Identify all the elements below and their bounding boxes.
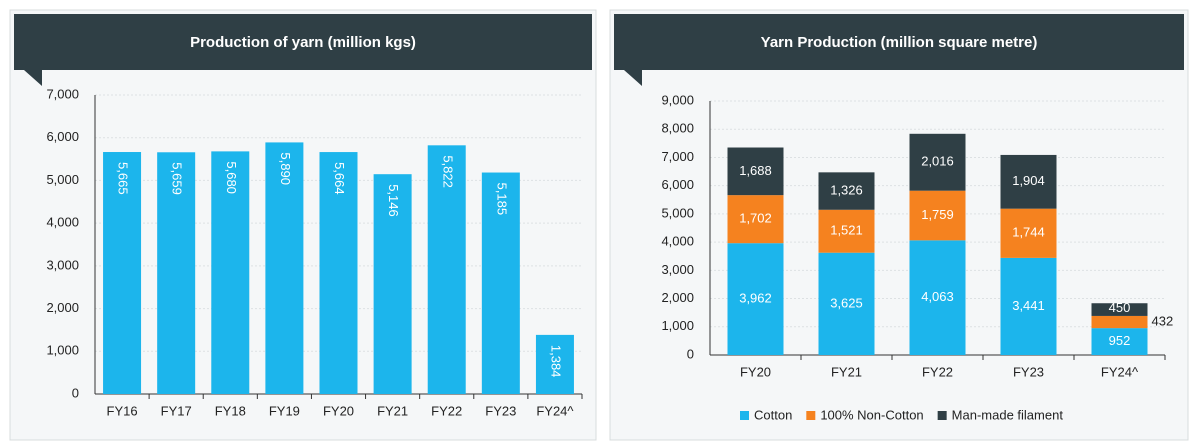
x-tick-label: FY23 (1013, 364, 1044, 379)
data-label: 432 (1152, 313, 1174, 328)
y-tick-label: 4,000 (661, 234, 694, 249)
bar-segment (909, 240, 966, 355)
data-label: 5,822 (440, 155, 455, 188)
y-tick-label: 1,000 (46, 343, 79, 358)
data-label: 5,665 (116, 162, 131, 195)
x-tick-label: FY24^ (1101, 364, 1139, 379)
data-label: 1,904 (1012, 173, 1045, 188)
bar (373, 174, 412, 394)
data-label: 952 (1109, 333, 1131, 348)
legend-swatch (937, 411, 947, 420)
bar (319, 152, 358, 394)
bar-segment (818, 252, 875, 355)
legend-label: Man-made filament (952, 407, 1064, 422)
x-tick-label: FY24^ (536, 403, 574, 418)
y-tick-label: 2,000 (46, 300, 79, 315)
panel-header (14, 14, 592, 70)
legend-swatch (740, 411, 749, 420)
x-tick-label: FY21 (377, 403, 408, 418)
data-label: 5,890 (278, 152, 293, 185)
bar-segment (1091, 328, 1148, 355)
bar (481, 172, 520, 394)
header-fold (24, 70, 42, 86)
data-label: 5,146 (386, 184, 401, 217)
data-label: 5,680 (224, 161, 239, 194)
bar (535, 334, 574, 394)
bar-segment (909, 190, 966, 241)
bar (157, 152, 196, 394)
x-tick-label: FY22 (431, 403, 462, 418)
x-tick-label: FY23 (485, 403, 516, 418)
y-tick-label: 6,000 (46, 129, 79, 144)
x-tick-label: FY19 (269, 403, 300, 418)
y-tick-label: 0 (72, 385, 79, 400)
y-tick-label: 7,000 (661, 149, 694, 164)
chart-title: Yarn Production (million square metre) (761, 34, 1038, 51)
data-label: 1,688 (739, 163, 772, 178)
header-fold (624, 70, 642, 86)
y-tick-label: 9,000 (661, 92, 694, 107)
legend-label: Cotton (754, 407, 792, 422)
bar (265, 142, 304, 394)
bar (211, 151, 250, 394)
bar-segment (1000, 208, 1057, 258)
data-label: 1,384 (549, 345, 564, 378)
data-label: 2,016 (921, 154, 954, 169)
y-tick-label: 6,000 (661, 177, 694, 192)
data-label: 5,185 (494, 183, 509, 216)
data-label: 3,962 (739, 291, 772, 306)
data-label: 1,759 (921, 207, 954, 222)
bar-segment (1091, 303, 1148, 316)
y-tick-label: 3,000 (661, 262, 694, 277)
bar-segment (818, 209, 875, 253)
bar-segment (727, 147, 784, 196)
bar-segment (727, 243, 784, 355)
y-tick-label: 5,000 (46, 172, 79, 187)
data-label: 1,521 (830, 223, 863, 238)
data-label: 5,664 (332, 162, 347, 195)
data-label: 4,063 (921, 289, 954, 304)
x-tick-label: FY21 (831, 364, 862, 379)
bar-segment (1000, 257, 1057, 355)
x-tick-label: FY16 (107, 403, 138, 418)
x-tick-label: FY17 (161, 403, 192, 418)
bar-segment (818, 172, 875, 210)
bar-segment (1000, 154, 1057, 209)
x-tick-label: FY22 (922, 364, 953, 379)
x-tick-label: FY20 (740, 364, 771, 379)
panel (609, 9, 1189, 441)
bar-segment (909, 133, 966, 191)
y-tick-label: 5,000 (661, 205, 694, 220)
x-tick-label: FY18 (215, 403, 246, 418)
y-tick-label: 7,000 (46, 86, 79, 101)
y-tick-label: 0 (687, 346, 694, 361)
y-tick-label: 1,000 (661, 318, 694, 333)
y-tick-label: 4,000 (46, 215, 79, 230)
bar (427, 145, 466, 394)
bar (103, 152, 142, 394)
data-label: 3,441 (1012, 298, 1045, 313)
bar-segment (1091, 315, 1148, 329)
y-tick-label: 2,000 (661, 290, 694, 305)
bar-segment (727, 195, 784, 244)
data-label: 450 (1109, 300, 1131, 315)
data-label: 3,625 (830, 295, 863, 310)
data-label: 5,659 (170, 162, 185, 195)
y-tick-label: 3,000 (46, 257, 79, 272)
legend-swatch (806, 411, 816, 420)
panel-header (614, 14, 1184, 70)
data-label: 1,702 (739, 211, 772, 226)
x-tick-label: FY20 (323, 403, 354, 418)
y-tick-label: 8,000 (661, 121, 694, 136)
chart-title: Production of yarn (million kgs) (190, 34, 416, 51)
legend-label: 100% Non-Cotton (820, 407, 923, 422)
data-label: 1,326 (830, 182, 863, 197)
data-label: 1,744 (1012, 225, 1045, 240)
